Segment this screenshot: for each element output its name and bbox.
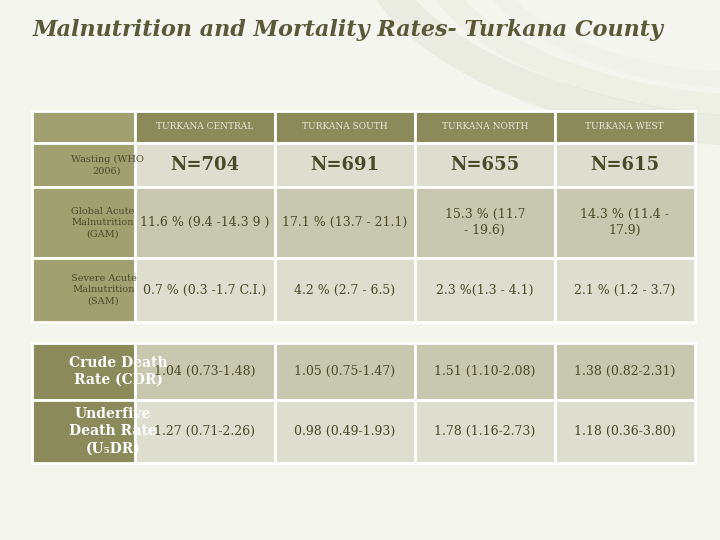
- Bar: [275, 400, 415, 463]
- Text: 1.78 (1.16-2.73): 1.78 (1.16-2.73): [434, 425, 536, 438]
- Text: N=615: N=615: [590, 156, 660, 174]
- Bar: [32, 400, 135, 463]
- Text: N=655: N=655: [450, 156, 519, 174]
- Bar: [555, 400, 695, 463]
- Text: TURKANA SOUTH: TURKANA SOUTH: [302, 123, 387, 131]
- Bar: [135, 187, 275, 258]
- Text: TURKANA WEST: TURKANA WEST: [585, 123, 664, 131]
- Text: Global Acute
Malnutrition
(GAM): Global Acute Malnutrition (GAM): [71, 207, 134, 238]
- Bar: [275, 187, 415, 258]
- Bar: [135, 143, 275, 187]
- Bar: [275, 143, 415, 187]
- Bar: [135, 400, 275, 463]
- Text: N=691: N=691: [310, 156, 379, 174]
- Bar: [135, 111, 275, 143]
- Text: Wasting (WHO
2006): Wasting (WHO 2006): [71, 155, 143, 176]
- Text: TURKANA NORTH: TURKANA NORTH: [441, 123, 528, 131]
- Text: 1.38 (0.82-2.31): 1.38 (0.82-2.31): [574, 364, 675, 378]
- Bar: [32, 143, 135, 187]
- Bar: [415, 400, 555, 463]
- Text: 0.98 (0.49-1.93): 0.98 (0.49-1.93): [294, 425, 395, 438]
- Text: 1.05 (0.75-1.47): 1.05 (0.75-1.47): [294, 364, 395, 378]
- Bar: [32, 258, 135, 322]
- Bar: [555, 143, 695, 187]
- Bar: [275, 258, 415, 322]
- Bar: [275, 343, 415, 400]
- Text: Crude Death
Rate (CDR): Crude Death Rate (CDR): [69, 356, 168, 387]
- Bar: [415, 258, 555, 322]
- Bar: [135, 258, 275, 322]
- Bar: [275, 111, 415, 143]
- Text: Malnutrition and Mortality Rates- Turkana County: Malnutrition and Mortality Rates- Turkan…: [32, 19, 663, 41]
- Bar: [555, 258, 695, 322]
- Bar: [415, 143, 555, 187]
- Bar: [415, 111, 555, 143]
- Text: TURKANA CENTRAL: TURKANA CENTRAL: [156, 123, 253, 131]
- Text: 11.6 % (9.4 -14.3 9 ): 11.6 % (9.4 -14.3 9 ): [140, 216, 269, 229]
- Text: N=704: N=704: [170, 156, 239, 174]
- Text: 1.18 (0.36-3.80): 1.18 (0.36-3.80): [574, 425, 675, 438]
- Text: 2.3 %(1.3 - 4.1): 2.3 %(1.3 - 4.1): [436, 284, 534, 296]
- Text: 15.3 % (11.7
- 19.6): 15.3 % (11.7 - 19.6): [444, 208, 525, 237]
- Bar: [32, 343, 135, 400]
- Bar: [32, 187, 135, 258]
- Text: 1.04 (0.73-1.48): 1.04 (0.73-1.48): [154, 364, 256, 378]
- Bar: [32, 111, 135, 143]
- Text: 17.1 % (13.7 - 21.1): 17.1 % (13.7 - 21.1): [282, 216, 408, 229]
- Text: 1.51 (1.10-2.08): 1.51 (1.10-2.08): [434, 364, 536, 378]
- Bar: [555, 187, 695, 258]
- Text: 0.7 % (0.3 -1.7 C.I.): 0.7 % (0.3 -1.7 C.I.): [143, 284, 266, 296]
- Text: 2.1 % (1.2 - 3.7): 2.1 % (1.2 - 3.7): [574, 284, 675, 296]
- Bar: [415, 343, 555, 400]
- Bar: [415, 187, 555, 258]
- Text: Severe Acute
Malnutrition
(SAM): Severe Acute Malnutrition (SAM): [71, 274, 136, 306]
- Bar: [135, 343, 275, 400]
- Text: Underfive
Death Rate
(U₅DR): Underfive Death Rate (U₅DR): [69, 407, 157, 456]
- Text: 1.27 (0.71-2.26): 1.27 (0.71-2.26): [154, 425, 256, 438]
- Text: 4.2 % (2.7 - 6.5): 4.2 % (2.7 - 6.5): [294, 284, 395, 296]
- Bar: [555, 111, 695, 143]
- Text: 14.3 % (11.4 -
17.9): 14.3 % (11.4 - 17.9): [580, 208, 669, 237]
- Bar: [555, 343, 695, 400]
